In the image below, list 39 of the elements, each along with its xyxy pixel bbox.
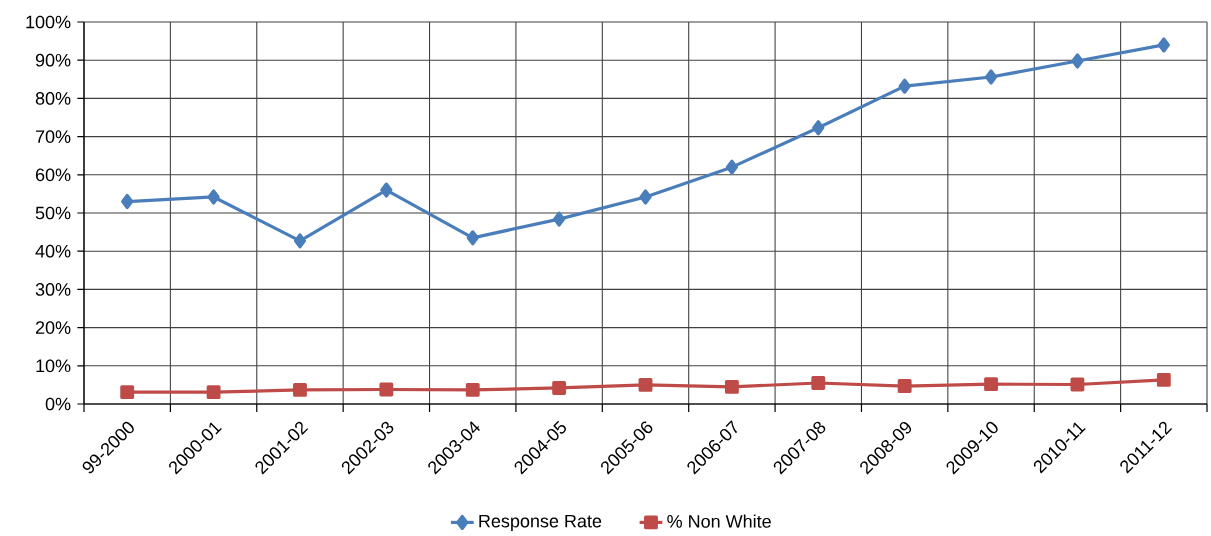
point — [293, 383, 307, 397]
point — [897, 379, 912, 394]
point — [638, 378, 653, 393]
point — [465, 383, 480, 397]
y-tick-label: 80% — [35, 92, 71, 105]
point — [811, 376, 826, 391]
point — [898, 78, 911, 94]
point — [206, 385, 221, 400]
y-tick-label: 50% — [35, 206, 71, 220]
y-tick-label: 100% — [26, 15, 71, 29]
point — [1156, 373, 1171, 388]
point — [293, 233, 307, 249]
point — [553, 211, 566, 227]
point — [466, 230, 479, 246]
point — [812, 120, 825, 136]
point — [207, 189, 220, 205]
point — [380, 182, 393, 198]
point — [639, 189, 652, 205]
y-tick-label: 70% — [35, 130, 71, 144]
point — [1071, 53, 1084, 69]
point — [984, 69, 998, 85]
point — [1157, 37, 1170, 53]
y-tick-label: 90% — [35, 54, 71, 67]
point — [984, 377, 998, 392]
point — [725, 159, 738, 175]
point — [1070, 377, 1085, 392]
legend-label: Response Rate — [479, 515, 602, 532]
y-tick-label: 60% — [35, 168, 71, 182]
point — [121, 194, 134, 210]
y-tick-label: 10% — [36, 359, 71, 373]
y-tick-label: 0% — [45, 397, 71, 411]
point — [120, 385, 135, 400]
point — [724, 380, 739, 394]
point — [552, 381, 567, 396]
point — [379, 382, 394, 397]
y-tick-label: 40% — [35, 245, 71, 258]
y-tick-label: 30% — [35, 283, 71, 296]
legend-label: % Non White — [667, 514, 771, 528]
y-tick-label: 20% — [35, 321, 71, 335]
